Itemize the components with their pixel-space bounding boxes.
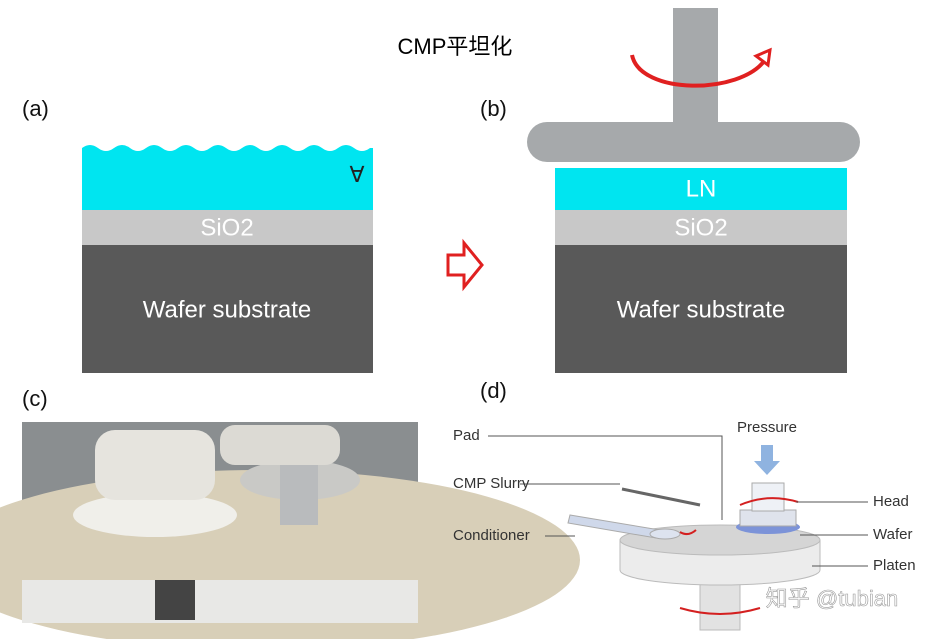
wafer-layer <box>555 245 847 373</box>
layer-label: Wafer substrate <box>143 296 312 323</box>
panel-label: (c) <box>22 386 48 411</box>
spindle <box>673 8 718 128</box>
pressure-label: Pressure <box>737 419 797 436</box>
layer-label: Wafer substrate <box>617 296 786 323</box>
ln-layer <box>555 168 847 210</box>
wafer-layer <box>82 245 373 373</box>
layer-label: SiO2 <box>200 214 253 241</box>
layer-mark: ∀ <box>349 162 364 187</box>
photo <box>0 422 580 639</box>
slurry-tube <box>621 487 701 507</box>
conditioner <box>649 528 681 540</box>
layer-label: SiO2 <box>674 214 727 241</box>
head <box>751 482 785 512</box>
head-base <box>739 509 797 527</box>
watermark: 知乎 @tubian <box>766 586 898 611</box>
leader-lines <box>488 435 868 567</box>
pressure-arrow <box>754 445 780 475</box>
panel-label: (a) <box>22 96 49 121</box>
panel-label: (d) <box>480 378 507 403</box>
panel-label: (b) <box>480 96 507 121</box>
conditioner-arm <box>567 514 661 539</box>
arrow <box>446 238 484 292</box>
ln-layer-rough <box>82 145 373 210</box>
callout: Conditioner <box>453 527 530 544</box>
title: CMP平坦化 <box>398 34 513 59</box>
layer-label: LN <box>686 175 717 202</box>
callout: Head <box>873 493 909 510</box>
callout: Wafer <box>873 526 912 543</box>
callout: Pad <box>453 427 480 444</box>
rotation-arrowhead <box>753 47 772 68</box>
sio2-layer <box>82 210 373 245</box>
rotation-arrow <box>630 54 767 88</box>
callout: Platen <box>873 557 916 574</box>
sio2-layer <box>555 210 847 245</box>
callout: CMP Slurry <box>453 475 530 492</box>
rotation-arrows <box>679 497 799 615</box>
polish-head <box>527 122 860 162</box>
